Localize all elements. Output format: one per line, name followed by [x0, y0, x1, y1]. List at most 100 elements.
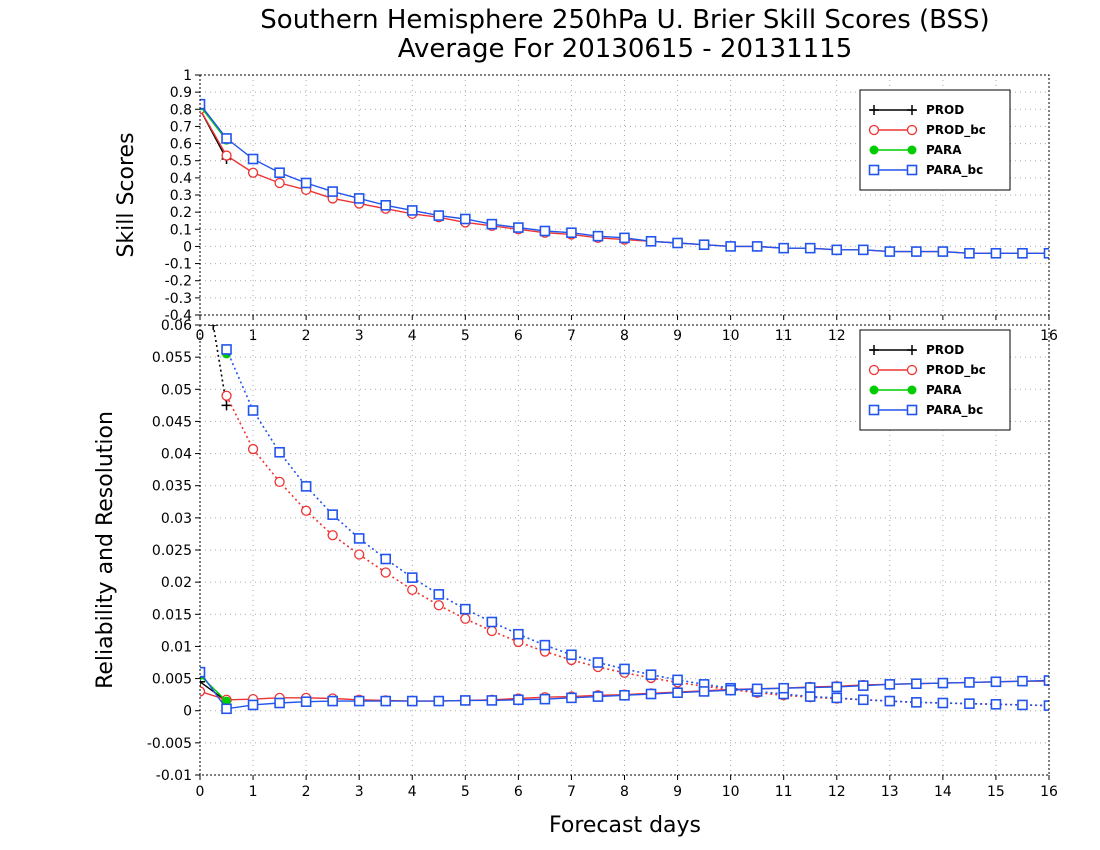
legend-marker-prod-bc	[868, 364, 880, 376]
legend-label-para: PARA	[926, 143, 962, 157]
relres-y-tick-label: 0.01	[161, 639, 192, 655]
relres-x-tick-label: 3	[355, 784, 364, 800]
point-para-bc	[460, 213, 471, 225]
legend-marker-prod	[869, 105, 879, 115]
point-para-bc	[300, 177, 312, 189]
point-para-bc	[804, 691, 816, 702]
relres-y-tick-label: 0	[183, 704, 192, 720]
point-prod-bc	[460, 613, 471, 624]
point-prod-bc	[300, 505, 312, 516]
point-para-bc	[566, 692, 577, 704]
legend-marker-para	[869, 385, 879, 395]
point-prod-bc	[274, 177, 285, 189]
relres-x-tick-label: 6	[514, 784, 523, 800]
relres-x-tick-label: 16	[1040, 784, 1058, 800]
point-para-bc	[592, 657, 604, 668]
point-para-bc	[406, 205, 418, 216]
point-para-bc	[1017, 675, 1028, 687]
relres-y-tick-label: 0.05	[161, 382, 192, 398]
relres-x-tick-label: 4	[408, 784, 417, 800]
relres-y-tick-label: 0.005	[152, 672, 192, 688]
point-para-bc	[539, 693, 551, 705]
point-para-bc	[857, 244, 869, 256]
skill-y-tick-label: 0.9	[170, 85, 192, 101]
relres-y-tick-label: 0.035	[152, 479, 192, 495]
point-para-bc	[353, 193, 365, 204]
point-para-bc	[274, 167, 285, 179]
relres-x-tick-label: 10	[722, 784, 740, 800]
point-para-bc	[513, 628, 524, 640]
point-para-bc	[513, 222, 524, 233]
skill-scores-series	[200, 98, 1049, 259]
point-prod-bc	[327, 530, 338, 541]
skill-y-tick-label: -0.1	[165, 257, 192, 273]
point-para-bc	[486, 218, 498, 230]
legend-label-prod-bc: PROD_bc	[926, 363, 986, 378]
legend-marker-para-bc	[906, 164, 918, 176]
legend-marker-prod-bc	[906, 364, 918, 376]
legend-label-prod: PROD	[926, 103, 964, 117]
relres-x-tick-label: 14	[934, 784, 952, 800]
relres-y-tick-label: -0.005	[147, 736, 192, 752]
relres-y-tick-label: 0.04	[161, 447, 192, 463]
point-para-bc	[433, 695, 445, 707]
skill-y-tick-label: 0.4	[170, 171, 192, 187]
point-prod	[221, 400, 232, 411]
relres-x-tick-label: 9	[673, 784, 682, 800]
point-para-bc	[937, 677, 949, 689]
relres-y-tick-label: 0.045	[152, 414, 192, 430]
legend-marker-para	[907, 145, 917, 155]
x-axis-label: Forecast days	[549, 813, 701, 838]
point-para-bc	[672, 687, 683, 699]
point-para-bc	[645, 235, 657, 247]
reliability-resolution-series	[200, 325, 1049, 715]
point-para-bc	[200, 98, 206, 110]
reliability-resolution-legend: PROD PROD_bc PARA PARA_bc	[859, 329, 1011, 431]
relres-x-tick-label: 0	[196, 784, 205, 800]
title-line-1: Southern Hemisphere 250hPa U. Brier Skil…	[260, 5, 989, 35]
point-para-bc	[698, 686, 710, 697]
legend-label-prod: PROD	[926, 343, 964, 357]
point-para-bc	[380, 199, 392, 211]
point-para-bc	[884, 246, 896, 257]
point-para-bc	[380, 695, 392, 707]
relres-x-tick-label: 2	[302, 784, 311, 800]
skill-scores-panel: 012345678910111213141516-0.4-0.3-0.2-0.1…	[114, 68, 1058, 344]
point-para-bc	[884, 695, 896, 707]
point-para-bc	[513, 694, 524, 706]
relres-y-tick-label: 0.06	[161, 318, 192, 334]
series-line-prod-bc-resolution	[225, 395, 1049, 707]
legend-marker-para	[907, 385, 917, 395]
point-para-bc	[1017, 247, 1028, 259]
skill-y-tick-label: 0.2	[170, 205, 192, 221]
relres-x-tick-label: 11	[775, 784, 793, 800]
point-para-bc	[964, 677, 975, 688]
legend-marker-prod	[869, 345, 879, 355]
point-para-bc	[247, 153, 259, 165]
point-para-bc	[831, 244, 843, 256]
point-prod-bc	[247, 443, 259, 455]
point-para-bc	[539, 639, 551, 651]
point-para-bc	[486, 695, 498, 706]
legend-marker-prod	[907, 105, 917, 115]
point-prod-bc	[221, 150, 232, 161]
point-para-bc	[460, 603, 471, 615]
point-para-bc	[486, 616, 498, 628]
title-line-2: Average For 20130615 - 20131115	[398, 34, 853, 64]
point-para-bc	[221, 344, 232, 355]
point-prod-bc	[433, 600, 444, 611]
point-para-bc	[274, 697, 285, 709]
relres-x-tick-label: 12	[828, 784, 846, 800]
point-para-bc	[1043, 247, 1049, 259]
point-para-bc	[406, 572, 418, 583]
point-para-bc	[857, 694, 869, 706]
point-para-bc	[274, 446, 285, 458]
point-para-bc	[751, 241, 763, 252]
legend-marker-prod-bc	[868, 124, 880, 136]
point-para-bc	[804, 242, 816, 254]
skill-y-tick-label: 0.5	[170, 154, 192, 170]
skill-scores-legend: PROD PROD_bc PARA PARA_bc	[859, 89, 1011, 191]
point-para-bc	[778, 682, 789, 694]
point-para-bc	[592, 230, 604, 242]
